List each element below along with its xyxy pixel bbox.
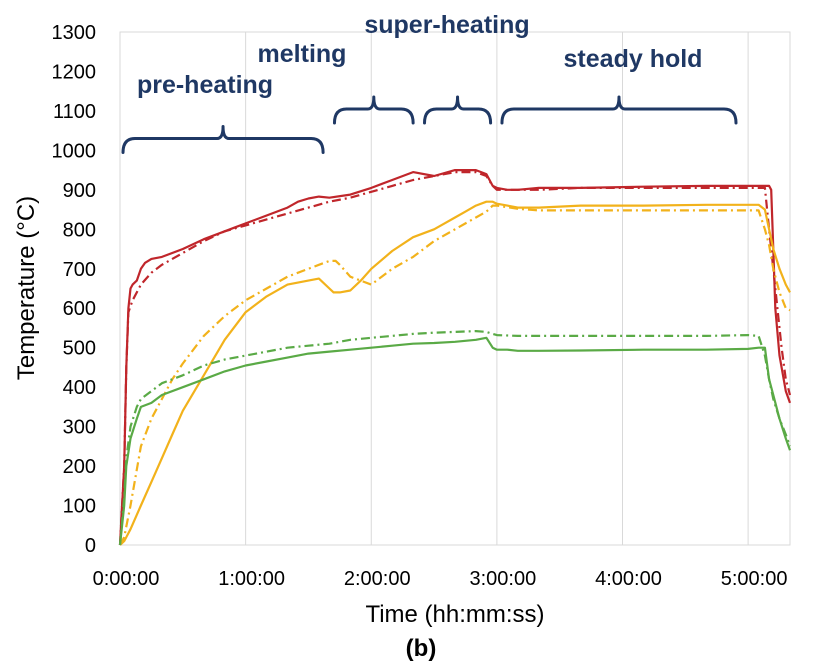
y-tick-label: 500 xyxy=(63,338,96,360)
y-tick-label: 1300 xyxy=(52,22,97,44)
phase-label: pre-heating xyxy=(137,71,273,99)
x-tick-label: 2:00:00 xyxy=(344,568,411,590)
x-axis-title: Time (hh:mm:ss) xyxy=(365,601,544,628)
y-tick-labels: 0 100 200 300 400 500 600 700 800 900 1000 1100 1200… xyxy=(52,22,97,557)
y-tick-label: 800 xyxy=(63,219,96,241)
x-tick-labels: 0:00:00 1:00:00 2:00:00 3:00:00 4:00:00 5:00:… xyxy=(93,568,788,590)
phase-annotations: pre-heating melting super-heating steady ho… xyxy=(121,11,738,155)
y-tick-label: 1000 xyxy=(52,140,97,162)
series-red-solid xyxy=(118,169,792,546)
x-tick-label: 0:00:00 xyxy=(93,568,160,590)
series-green-solid xyxy=(118,336,792,546)
y-tick-label: 900 xyxy=(63,180,96,202)
y-tick-label: 1100 xyxy=(53,101,96,123)
y-tick-label: 1200 xyxy=(52,61,97,83)
series-yellow-dashdot xyxy=(119,204,791,546)
y-tick-label: 400 xyxy=(63,377,96,399)
phase-label: super-heating xyxy=(364,11,529,39)
y-tick-label: 200 xyxy=(63,456,96,478)
y-tick-label: 600 xyxy=(63,298,96,320)
series-lines xyxy=(118,169,792,546)
phase-bracket xyxy=(121,125,325,155)
phase-bracket xyxy=(332,95,415,125)
y-axis-title: Temperature (°C) xyxy=(13,196,40,380)
series-red-dashdot xyxy=(118,171,792,546)
phase-bracket xyxy=(500,95,738,125)
plot-border xyxy=(119,31,791,546)
x-tick-label: 4:00:00 xyxy=(595,568,662,590)
phase-label: steady hold xyxy=(564,45,703,73)
y-tick-label: 0 xyxy=(85,535,96,557)
phase-label: melting xyxy=(258,40,347,68)
x-tick-label: 3:00:00 xyxy=(470,568,537,590)
phase-bracket xyxy=(423,95,493,125)
series-yellow-solid xyxy=(119,200,791,546)
x-tick-label: 1:00:00 xyxy=(218,568,285,590)
series-green-dashdot xyxy=(118,330,792,546)
x-tick-label: 5:00:00 xyxy=(721,568,788,590)
y-tick-label: 300 xyxy=(63,417,96,439)
y-tick-label: 100 xyxy=(63,496,96,518)
y-tick-label: 700 xyxy=(63,259,96,281)
panel-label: (b) xyxy=(406,635,437,662)
